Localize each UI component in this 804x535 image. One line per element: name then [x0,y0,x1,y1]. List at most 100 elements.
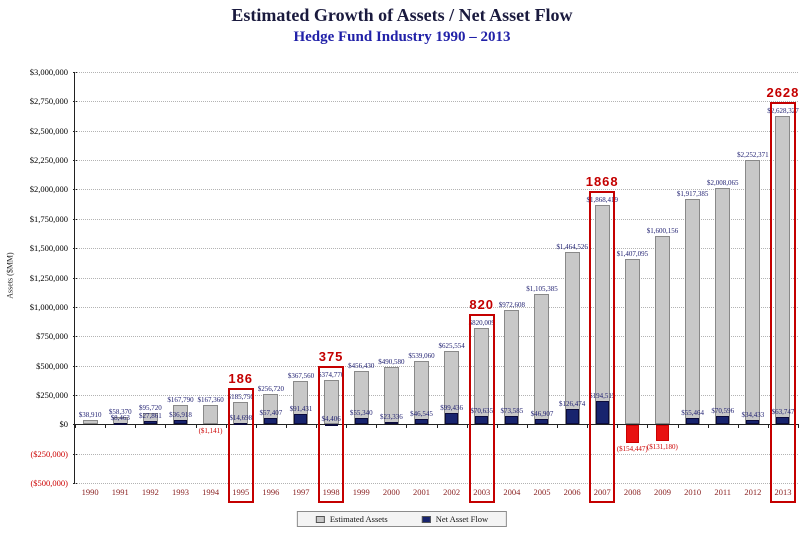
flow-value-label: $36,918 [169,410,192,419]
gridline [75,189,798,191]
flow-value-label: $70,596 [711,406,735,415]
flow-value-label: $55,464 [681,408,704,417]
year-label: 1999 [352,487,370,497]
x-axis-tick [135,424,137,429]
year-label: 2011 [714,487,732,497]
assets-value-label: $1,917,385 [676,190,709,199]
net-asset-flow-bar [475,415,489,425]
flow-value-label: $126,474 [558,400,586,409]
legend-item-net-asset-flow: Net Asset Flow [421,514,488,524]
assets-value-label: $820,009 [468,318,495,327]
assets-value-label: $625,554 [438,341,465,350]
year-label: 2007 [593,487,611,497]
assets-value-label: $58,370 [108,408,132,417]
flow-value-label: $46,907 [530,409,554,418]
y-tick-label: $750,000 [36,331,68,342]
y-tick-label: $1,250,000 [29,272,68,283]
year-label: 1996 [262,487,280,497]
year-label: 2006 [563,487,581,497]
highlight-box [769,101,796,503]
highlight-box [468,313,495,503]
year-label: 2005 [533,487,551,497]
gridline [75,394,798,396]
net-asset-flow-bar [445,412,459,425]
net-asset-flow-bar [746,420,760,425]
x-axis-tick [466,424,468,429]
year-label: 1998 [322,487,340,497]
y-axis-tick-labels: $3,000,000 $2,750,000 $2,500,000 $2,250,000… [0,67,78,488]
gridline [75,336,798,338]
net-asset-flow-bar [294,413,308,425]
gridline [75,101,798,103]
assets-value-label: $1,868,419 [586,195,618,204]
gridline [75,365,798,367]
flow-value-label: $70,635 [470,406,494,415]
x-axis-tick [617,424,619,429]
estimated-assets-swatch [315,515,325,523]
assets-value-label: $456,430 [348,361,375,370]
year-label: 1994 [202,487,220,497]
net-asset-flow-bar [384,421,398,425]
x-axis-tick [436,424,438,429]
net-asset-flow-bar [264,417,278,425]
y-tick-label: ($250,000) [30,448,68,459]
x-axis-tick [737,424,739,429]
assets-value-label: $38,910 [78,410,102,419]
estimated-assets-bar [715,188,731,425]
net-asset-flow-bar [565,409,579,425]
y-tick-label: $2,000,000 [29,184,68,195]
flow-value-label: $4,406 [321,414,341,423]
year-label: 2004 [503,487,521,497]
estimated-assets-bar [203,404,219,425]
net-asset-flow-bar [505,415,519,425]
year-label: 1990 [81,487,99,497]
net-asset-flow-bar [595,401,609,425]
x-axis-tick [406,424,408,429]
y-tick-label: $1,500,000 [29,243,68,254]
assets-value-label: $374,770 [317,371,345,380]
negative-flow-bar [625,425,639,444]
negative-flow-bar [655,425,669,441]
x-axis-tick [316,424,317,429]
gridline [75,306,798,308]
assets-value-label: $1,464,526 [556,243,588,252]
flow-value-label: $57,407 [259,408,283,417]
year-label: 2012 [744,487,762,497]
gridline [75,72,798,73]
estimated-assets-bar [624,259,640,425]
year-label: 2013 [774,487,792,497]
highlight-annotation: 1868 [585,173,619,189]
net-asset-flow-bar [535,418,549,425]
negative-flow-value-label: ($131,180) [646,442,678,451]
flow-value-label: $99,436 [440,403,463,412]
flow-value-label: $23,336 [379,412,403,421]
year-label: 2002 [443,487,461,497]
net-asset-flow-bar [716,415,730,425]
net-asset-flow-bar [324,423,338,426]
estimated-assets-bar [82,419,98,425]
y-tick-label: $3,000,000 [29,67,68,77]
net-asset-flow-bar [686,417,700,425]
net-asset-flow-bar [776,416,790,425]
gridline [75,218,798,220]
highlight-annotation: 2628 [766,84,800,100]
net-asset-flow-bar [113,423,127,426]
highlight-box [318,366,345,503]
estimated-assets-bar [534,294,550,425]
assets-value-label: $367,560 [287,372,315,381]
net-asset-flow-swatch [421,515,431,523]
net-asset-flow-bar [414,418,428,425]
estimated-assets-bar [564,252,580,425]
estimated-assets-bar [745,159,761,425]
assets-value-label: $2,628,327 [767,106,799,115]
x-axis-tick [255,424,257,429]
x-axis-tick [75,424,76,429]
x-axis-tick [165,424,167,429]
year-label: 2001 [412,487,430,497]
gridline [75,277,798,279]
year-label: 2008 [623,487,641,497]
x-axis-tick [526,424,528,429]
flow-value-label: $46,545 [410,409,433,418]
chart-subtitle: Hedge Fund Industry 1990 – 2013 [293,29,511,45]
